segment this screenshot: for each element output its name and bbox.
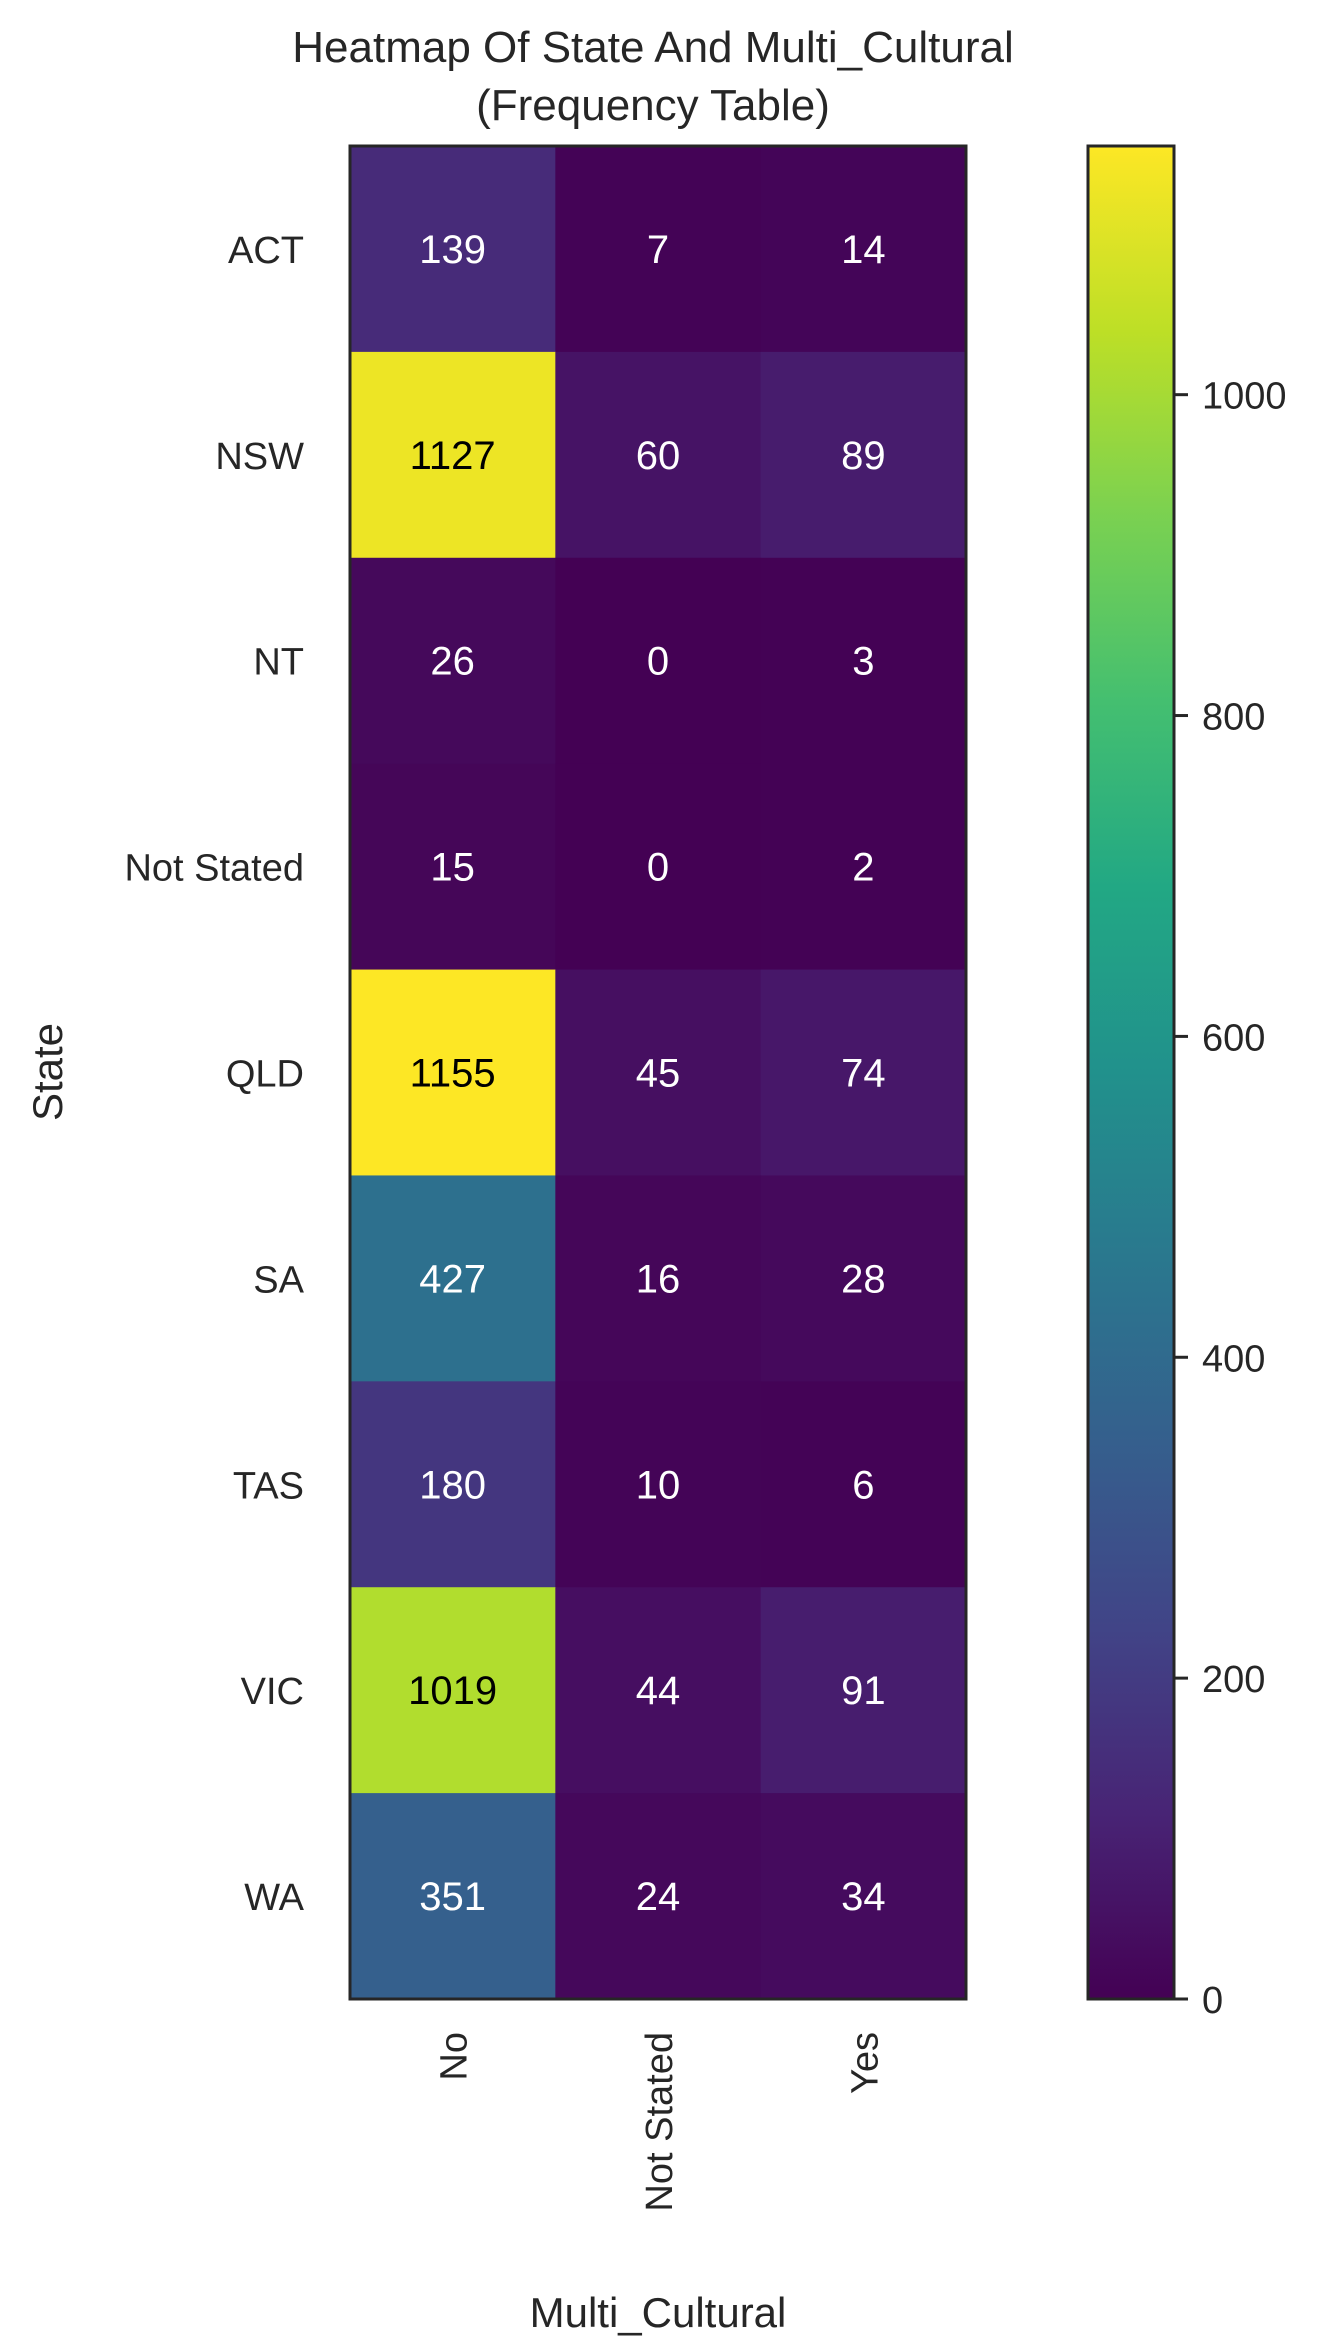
heatmap-cell-label: 6 (852, 1463, 874, 1507)
heatmap-cell (760, 763, 967, 971)
heatmap-cells (350, 146, 967, 2000)
heatmap-cell-label: 10 (636, 1463, 681, 1507)
heatmap-cell (350, 1793, 556, 2000)
heatmap-cell (350, 763, 556, 971)
y-tick-label: QLD (226, 1054, 304, 1096)
chart-title: Heatmap Of State And Multi_Cultural (292, 23, 1013, 72)
heatmap-cell (555, 351, 762, 559)
y-tick-label: ACT (228, 230, 304, 272)
heatmap-cell (350, 146, 556, 353)
heatmap-cell-labels: 139 7 14 1127 60 89 26 0 3 15 0 2 1155 45 74 427 16 28 180… (408, 228, 885, 1919)
heatmap-cell (760, 969, 967, 1176)
colorbar-tick-label: 200 (1202, 1659, 1265, 1701)
heatmap-cell (350, 351, 556, 559)
x-tick-label: Not Stated (639, 2032, 681, 2212)
heatmap-cell (350, 557, 556, 765)
heatmap-cell-label: 139 (419, 228, 486, 272)
x-axis-label: Multi_Cultural (530, 2289, 787, 2336)
y-tick-label: SA (253, 1259, 304, 1301)
heatmap-cell (760, 1381, 967, 1588)
heatmap-cell (760, 1175, 967, 1382)
y-tick-label: WA (244, 1877, 304, 1919)
heatmap-cell (350, 1381, 556, 1588)
heatmap-cell-label: 26 (430, 640, 475, 684)
heatmap-cell-label: 1155 (410, 1052, 496, 1096)
y-tick-labels: ACT NSW NT Not Stated QLD SA TAS VIC WA (124, 230, 304, 1919)
heatmap-cell-label: 28 (841, 1257, 886, 1301)
plot-frame (348, 144, 968, 2001)
heatmap-cell (760, 1587, 967, 1794)
heatmap-cell (555, 1381, 762, 1588)
heatmap-cell (555, 1175, 762, 1382)
heatmap-cell (760, 351, 967, 559)
x-tick-label: No (434, 2032, 476, 2081)
heatmap-cell-label: 1127 (410, 434, 496, 478)
heatmap-cell-label: 24 (636, 1875, 681, 1919)
colorbar-tick-label: 0 (1202, 1980, 1223, 2022)
colorbar (1086, 144, 1176, 2001)
heatmap-cell (350, 969, 556, 1176)
heatmap-cell-label: 34 (841, 1875, 886, 1919)
heatmap-cell (555, 1587, 762, 1794)
chart-subtitle: (Frequency Table) (476, 81, 830, 130)
heatmap-cell (760, 557, 967, 765)
heatmap-cell (760, 1793, 967, 2000)
heatmap-cell-label: 16 (636, 1257, 681, 1301)
heatmap-cell (555, 969, 762, 1176)
heatmap-cell (555, 763, 762, 971)
y-axis-label: State (24, 1023, 71, 1121)
heatmap-cell-label: 1019 (408, 1669, 497, 1713)
heatmap-cell-label: 427 (419, 1257, 486, 1301)
heatmap-cell (555, 146, 762, 353)
heatmap-cell-label: 74 (841, 1052, 886, 1096)
colorbar-tick-label: 400 (1202, 1338, 1265, 1380)
heatmap-cell (555, 1793, 762, 2000)
colorbar-tick-label: 800 (1202, 697, 1265, 739)
heatmap-cell-label: 60 (636, 434, 681, 478)
heatmap-cell-label: 44 (636, 1669, 681, 1713)
colorbar-ticks: 0 200 400 600 800 1000 (1174, 376, 1287, 2022)
y-tick-label: Not Stated (124, 848, 304, 890)
colorbar-tick-label: 600 (1202, 1017, 1265, 1059)
heatmap-cell-label: 14 (841, 228, 886, 272)
heatmap-cell-label: 7 (647, 228, 669, 272)
heatmap-cell-label: 2 (852, 846, 874, 890)
heatmap-cell-label: 351 (419, 1875, 486, 1919)
x-tick-labels: No Not Stated Yes (434, 2032, 887, 2212)
heatmap-cell (350, 1587, 556, 1794)
heatmap-cell-label: 45 (636, 1052, 681, 1096)
heatmap-cell-label: 180 (419, 1463, 486, 1507)
y-tick-label: VIC (241, 1671, 304, 1713)
heatmap-cell (760, 146, 967, 353)
heatmap-cell-label: 91 (841, 1669, 886, 1713)
heatmap-cell-label: 0 (647, 640, 669, 684)
colorbar-tick-label: 1000 (1202, 376, 1287, 418)
heatmap-cell (350, 1175, 556, 1382)
heatmap-cell-label: 15 (430, 846, 475, 890)
x-tick-label: Yes (844, 2032, 886, 2094)
y-tick-label: NT (253, 642, 304, 684)
heatmap-cell-label: 3 (852, 640, 874, 684)
y-tick-label: TAS (233, 1465, 304, 1507)
heatmap-cell-label: 0 (647, 846, 669, 890)
heatmap-cell-label: 89 (841, 434, 886, 478)
y-tick-label: NSW (215, 436, 304, 478)
heatmap-cell (555, 557, 762, 765)
